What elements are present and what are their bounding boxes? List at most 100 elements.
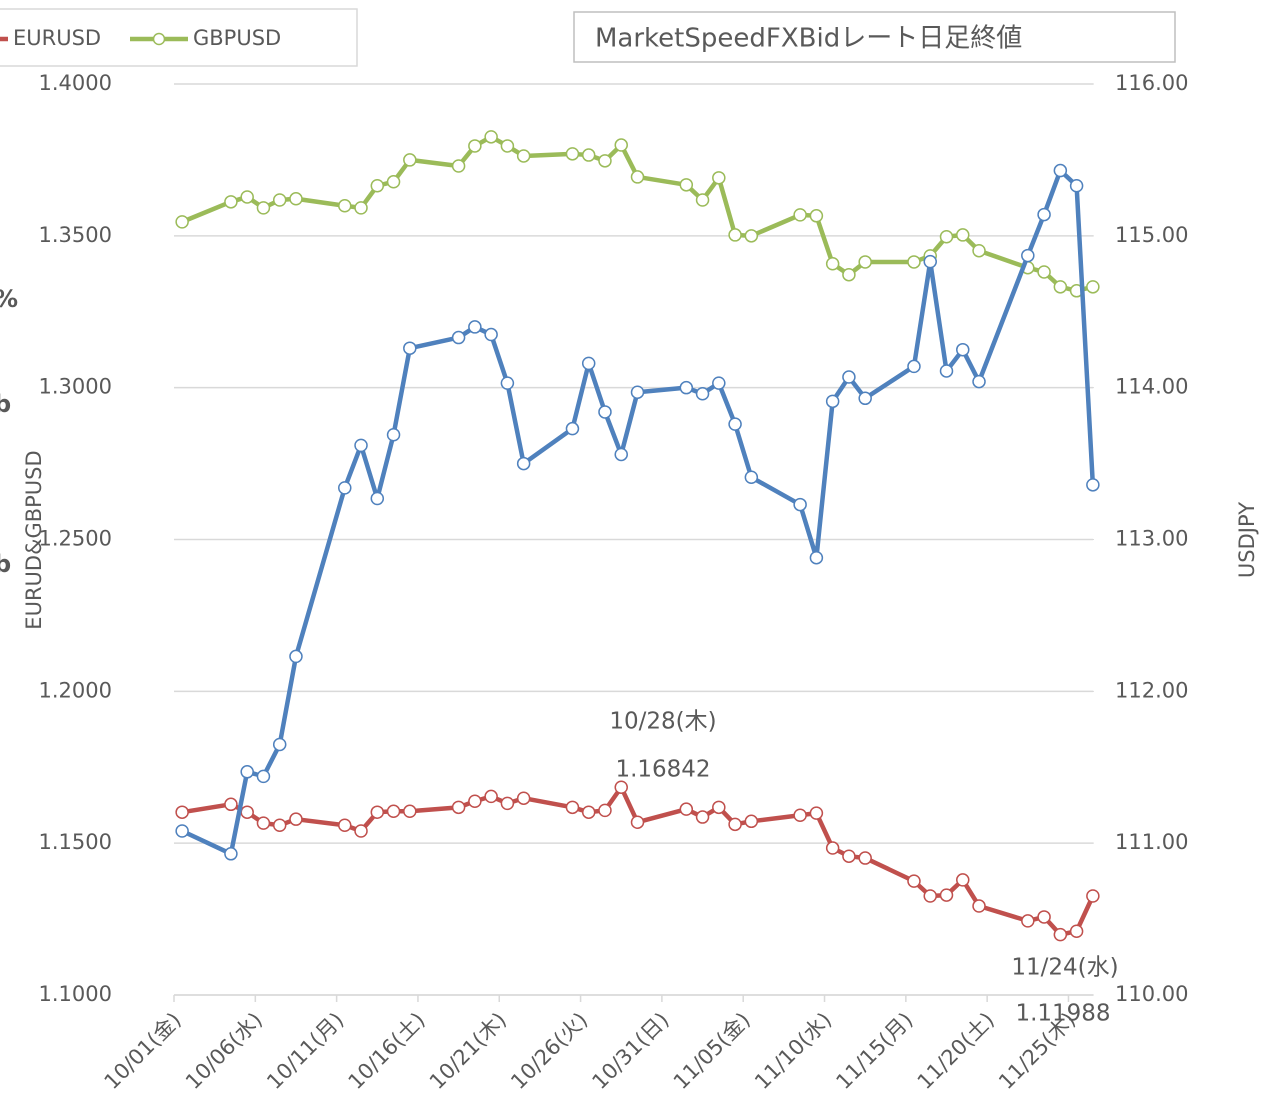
data-point xyxy=(1086,280,1100,294)
data-point xyxy=(354,824,368,838)
data-point xyxy=(1037,207,1051,222)
x-tick-label: 11/15(月) xyxy=(831,1008,917,1094)
x-tick-label: 10/06(水) xyxy=(181,1008,267,1094)
series-line xyxy=(181,168,1096,857)
data-point xyxy=(598,405,612,419)
data-point xyxy=(695,810,710,824)
data-point xyxy=(728,228,742,242)
data-point xyxy=(907,359,921,374)
data-point xyxy=(516,791,531,805)
legend-marker xyxy=(152,32,166,46)
data-point xyxy=(224,847,238,861)
legend-label: GBPUSD xyxy=(193,26,281,50)
data-point xyxy=(354,438,368,453)
y-axis-label: EURUD&GBPUSD xyxy=(22,450,46,629)
y-tick-label: 1.1000 xyxy=(39,982,112,1006)
data-point xyxy=(581,805,596,819)
data-point xyxy=(1053,163,1068,178)
data-point xyxy=(224,797,238,812)
data-point xyxy=(581,148,596,162)
data-point xyxy=(858,255,872,269)
data-point xyxy=(695,193,710,207)
data-point xyxy=(224,195,238,209)
data-point xyxy=(1069,924,1084,938)
x-tick-label: 11/10(水) xyxy=(750,1008,836,1094)
data-point xyxy=(712,376,726,390)
data-point xyxy=(1021,248,1035,263)
y-tick-label: 1.2000 xyxy=(39,678,112,702)
data-point xyxy=(956,228,970,242)
y-tick-label: 1.4000 xyxy=(39,71,112,95)
data-point xyxy=(614,780,628,794)
data-point xyxy=(516,149,531,163)
data-point xyxy=(256,816,271,830)
data-point xyxy=(289,649,303,664)
data-point xyxy=(272,737,287,752)
data-point xyxy=(370,805,385,819)
data-point xyxy=(712,800,726,815)
data-point xyxy=(728,817,742,832)
data-point xyxy=(240,765,254,779)
data-point xyxy=(825,841,840,855)
data-point xyxy=(630,170,645,184)
data-point xyxy=(468,794,482,809)
data-point xyxy=(809,550,824,565)
data-point xyxy=(500,796,515,811)
data-point xyxy=(972,899,986,913)
data-point xyxy=(516,456,531,471)
data-point xyxy=(939,888,954,902)
data-point xyxy=(1086,889,1100,903)
data-point xyxy=(1053,280,1068,294)
data-point xyxy=(858,391,872,406)
data-point xyxy=(468,320,482,334)
y2-tick-label: 110.00 xyxy=(1115,982,1188,1006)
data-point xyxy=(175,805,189,819)
data-point xyxy=(468,139,482,153)
side-label: b xyxy=(0,390,11,418)
data-point xyxy=(240,805,254,819)
x-tick-label: 10/21(木) xyxy=(425,1008,511,1094)
annotation-date: 11/24(水) xyxy=(1011,955,1118,981)
data-point xyxy=(500,139,515,153)
data-point xyxy=(842,370,856,384)
data-point xyxy=(728,417,742,431)
data-point xyxy=(565,421,580,436)
data-point xyxy=(256,769,271,784)
data-point xyxy=(972,243,986,258)
y2-tick-label: 114.00 xyxy=(1115,375,1188,399)
data-point xyxy=(500,376,515,390)
y2-tick-label: 116.00 xyxy=(1115,71,1188,95)
x-tick-label: 10/16(土) xyxy=(344,1008,430,1094)
data-point xyxy=(272,818,287,833)
data-point xyxy=(923,254,937,269)
data-point xyxy=(289,812,303,826)
data-point xyxy=(809,209,824,223)
data-point xyxy=(939,364,954,378)
data-point xyxy=(256,201,271,215)
data-point xyxy=(744,229,759,243)
data-point xyxy=(793,208,807,222)
data-point xyxy=(175,215,189,229)
data-point xyxy=(386,427,401,442)
data-point xyxy=(809,806,824,820)
data-point xyxy=(614,138,628,152)
data-point xyxy=(272,193,287,207)
data-point xyxy=(858,851,872,865)
y-tick-label: 1.2500 xyxy=(39,527,112,551)
data-point xyxy=(793,808,807,822)
data-point xyxy=(679,802,694,816)
data-point xyxy=(956,873,970,887)
data-point xyxy=(338,199,352,213)
data-point xyxy=(598,154,612,168)
data-point xyxy=(679,178,694,192)
y2-tick-label: 115.00 xyxy=(1115,223,1188,247)
x-tick-label: 10/26(火) xyxy=(506,1008,592,1094)
data-point xyxy=(842,849,856,863)
data-point xyxy=(289,192,303,206)
data-point xyxy=(484,789,498,804)
x-tick-label: 10/11(月) xyxy=(262,1008,348,1094)
data-point xyxy=(403,153,417,167)
data-point xyxy=(370,178,385,193)
y-tick-label: 1.3000 xyxy=(39,375,112,399)
